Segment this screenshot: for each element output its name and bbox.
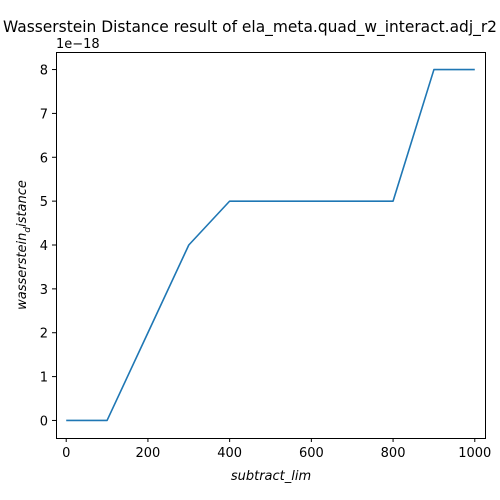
series-line <box>66 68 475 422</box>
y-tick-label: 8 <box>40 64 48 79</box>
y-tick-label: 3 <box>40 283 48 298</box>
y-tick-label: 5 <box>40 195 48 210</box>
y-axis-label: wassersteindistance <box>15 180 33 310</box>
y-tick-label: 0 <box>40 414 48 429</box>
y-axis-label-tail: istance <box>15 180 30 227</box>
y-tick-label: 1 <box>40 371 48 386</box>
x-tick-label: 200 <box>136 446 161 461</box>
series-layer <box>66 68 475 422</box>
chart-title: Wasserstein Distance result of ela_meta.… <box>3 17 497 37</box>
x-tick-label: 400 <box>217 446 242 461</box>
plot-area: 0 200 400 600 800 1000 0 1 2 3 4 5 6 7 8 <box>40 52 491 461</box>
x-tick-label: 800 <box>381 446 406 461</box>
y-axis: 0 1 2 3 4 5 6 7 8 <box>40 64 56 429</box>
y-tick-label: 4 <box>40 239 48 254</box>
y-axis-label-subscript: d <box>23 227 33 233</box>
x-tick-label: 0 <box>62 446 70 461</box>
x-axis: 0 200 400 600 800 1000 <box>62 438 491 461</box>
y-axis-label-main: wasserstein <box>15 233 30 310</box>
y-tick-label: 7 <box>40 107 48 122</box>
x-axis-label: subtract_lim <box>231 469 311 484</box>
x-tick-label: 600 <box>299 446 324 461</box>
y-tick-label: 6 <box>40 151 48 166</box>
y-axis-offset-label: 1e−18 <box>56 37 100 52</box>
y-tick-label: 2 <box>40 327 48 342</box>
x-tick-label: 1000 <box>458 446 491 461</box>
plot-frame <box>56 52 486 439</box>
